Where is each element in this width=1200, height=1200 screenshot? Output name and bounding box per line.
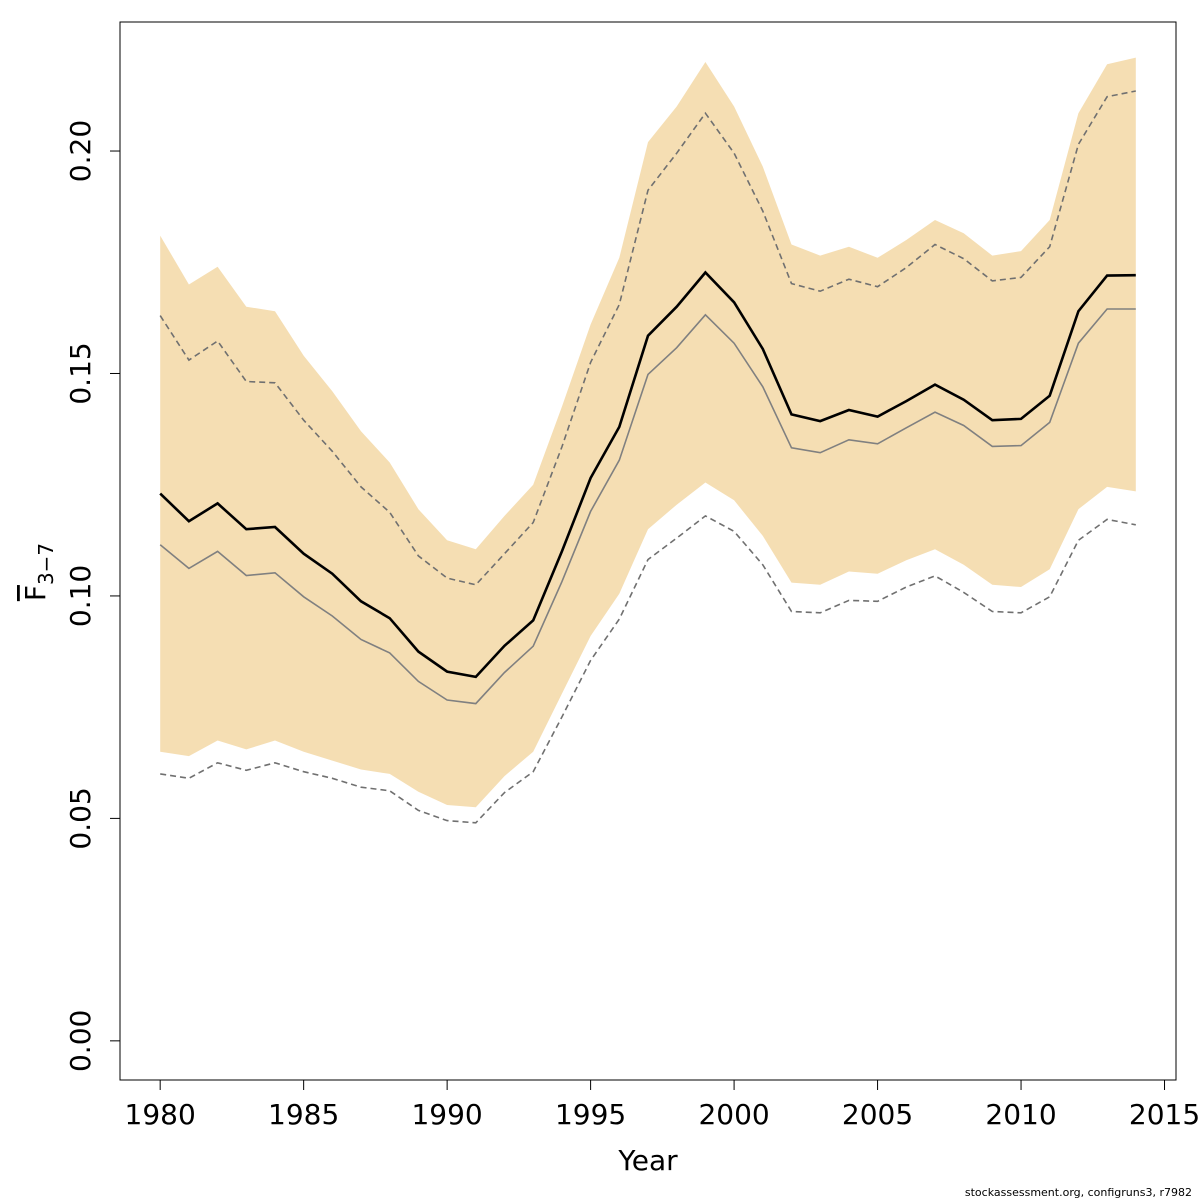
x-tick-label: 1980 [125,1098,196,1131]
y-tick-label: 0.00 [64,1010,97,1072]
footer-credit: stockassessment.org, configruns3, r7982 [965,1186,1192,1199]
x-tick-label: 2005 [842,1098,913,1131]
x-tick-label: 1990 [411,1098,482,1131]
series-line-estimate [159,270,1136,679]
x-tick-label: 1985 [268,1098,339,1131]
plot-area [159,57,1136,824]
y-tick-label: 0.10 [64,565,97,627]
y-axis-title-main: F [19,585,52,601]
x-tick-label: 1995 [555,1098,626,1131]
x-axis-title: Year [617,1144,678,1177]
confidence-band [160,57,1136,808]
series-line-comparison-upper [159,90,1136,586]
y-tick-label: 0.15 [64,342,97,404]
series-line-comparison [159,308,1136,705]
y-axis: 0.00 0.05 0.10 0.15 0.20 [64,120,120,1072]
x-tick-label: 2010 [985,1098,1056,1131]
y-tick-label: 0.05 [64,787,97,849]
series-line-comparison-lower [160,514,1136,824]
x-axis: 1980 1985 1990 1995 2000 2005 2010 2015 [125,1080,1200,1131]
y-axis-title: F3−7 [19,543,58,601]
x-tick-label: 2015 [1129,1098,1200,1131]
y-axis-title-sub: 3−7 [34,543,58,585]
y-tick-label: 0.20 [64,120,97,182]
svg-text:F3−7: F3−7 [19,543,58,601]
plot-frame [119,21,1177,1081]
x-tick-label: 2000 [698,1098,769,1131]
